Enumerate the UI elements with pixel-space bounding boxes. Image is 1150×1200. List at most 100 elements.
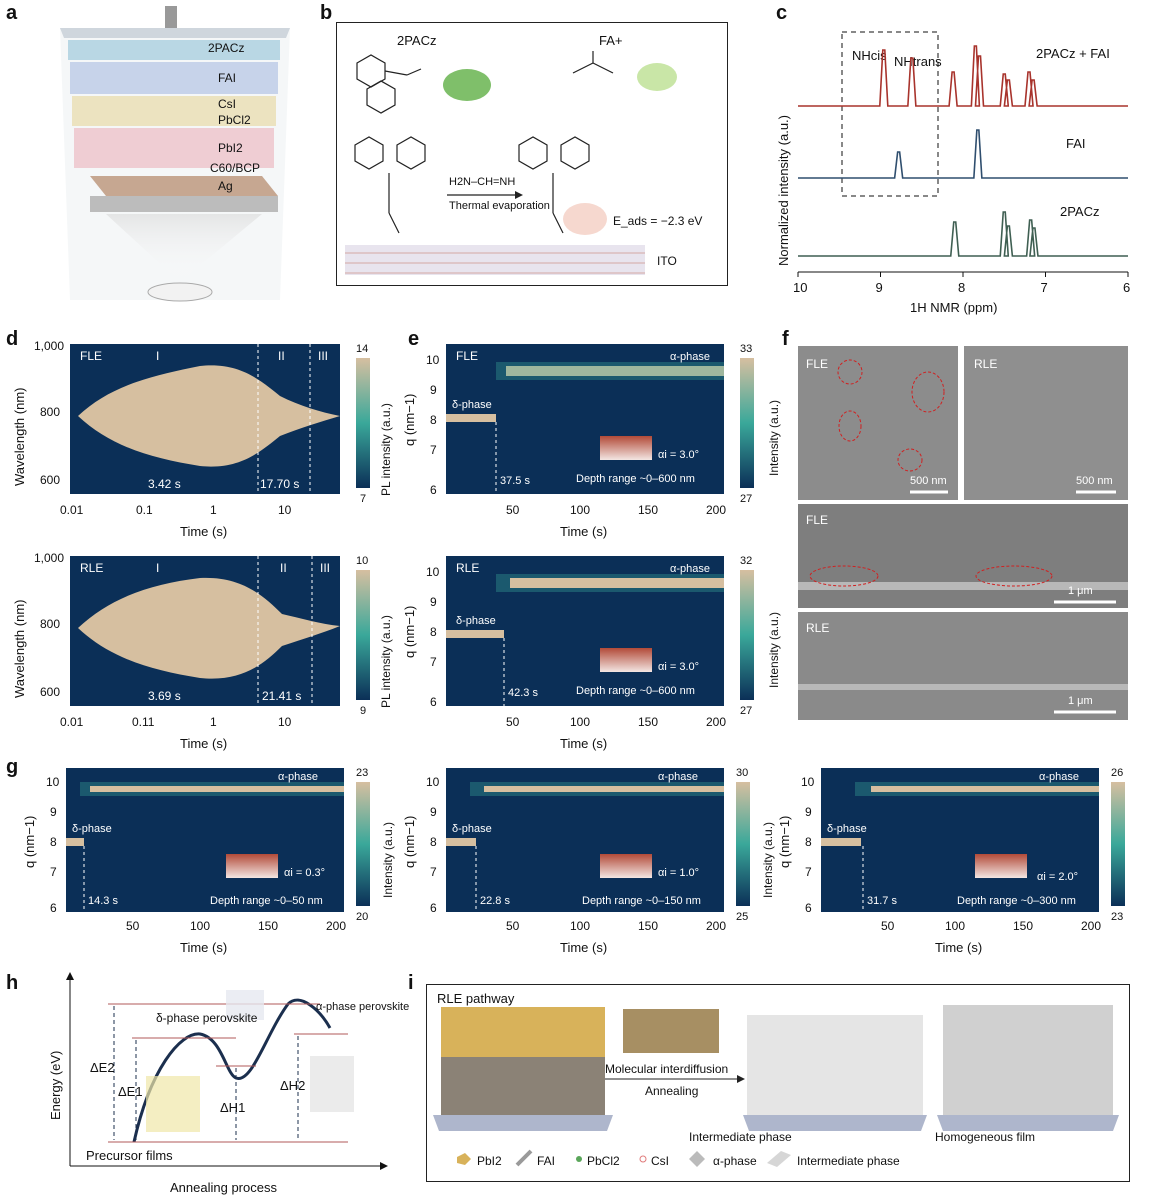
pl-ytick-1000-fle: 1,000 bbox=[34, 339, 64, 353]
panel-label-c: c bbox=[776, 2, 788, 24]
giwaxs-fle-delta-band bbox=[446, 414, 496, 422]
giwaxs-rle-ytick-8: 8 bbox=[430, 625, 437, 639]
g3-ytick-8: 8 bbox=[805, 835, 812, 849]
panel-i-rle-pathway: RLE pathway Molecular interdiffusion Ann… bbox=[426, 984, 1130, 1182]
giwaxs-fle-sample-icon bbox=[600, 436, 652, 460]
giwaxs-rle-xlabel: Time (s) bbox=[560, 736, 607, 751]
g3-xlabel: Time (s) bbox=[935, 940, 982, 955]
giwaxs-rle-ytick-9: 9 bbox=[430, 595, 437, 609]
g3-cbar-min: 23 bbox=[1111, 911, 1123, 923]
pl-time-1-fle: 3.42 s bbox=[148, 477, 181, 491]
energy-xlabel: Annealing process bbox=[170, 1180, 277, 1195]
g3-ylabel: q (nm−1) bbox=[777, 816, 792, 868]
molecule-2pacz-right bbox=[518, 136, 590, 234]
panel-label-h: h bbox=[6, 972, 19, 994]
ito-label: ITO bbox=[657, 254, 677, 268]
legend-intermediate-icon bbox=[767, 1151, 791, 1167]
peak-label-nhcis: NHcis bbox=[852, 48, 887, 63]
homogeneous-substrate bbox=[937, 1115, 1119, 1131]
g1-cbar-max: 23 bbox=[356, 767, 368, 779]
g3-depth: Depth range ~0–300 nm bbox=[957, 895, 1076, 907]
legend-pbcl2-icon bbox=[576, 1156, 582, 1162]
giwaxs-rle-ylabel: q (nm−1) bbox=[402, 606, 417, 658]
giwaxs-rle-ytick-10: 10 bbox=[426, 565, 440, 579]
precursor-film-icon bbox=[146, 1076, 200, 1132]
giwaxs-fle-cbar-min: 27 bbox=[740, 493, 752, 505]
g1-alpha-label: α-phase bbox=[278, 771, 318, 783]
g1-ylabel: q (nm−1) bbox=[22, 816, 37, 868]
giwaxs-rle-depth: Depth range ~0–600 nm bbox=[576, 685, 695, 697]
precursor-label: Precursor films bbox=[86, 1148, 173, 1163]
label-fa-plus: FA+ bbox=[599, 33, 623, 48]
energy-y-arrow bbox=[66, 972, 74, 980]
g3-xtick-50: 50 bbox=[881, 919, 895, 933]
panel-c-nmr: NHcis NHtrans 2PACz + FAI FAI 2PACz 1H N… bbox=[760, 16, 1150, 326]
energy-landscape: δ-phase perovskite α-phase perovskite ΔE… bbox=[48, 972, 409, 1195]
process-label: Thermal evaporation bbox=[449, 200, 550, 212]
g2-cbar-max: 30 bbox=[736, 767, 748, 779]
pl-region-2-rle: II bbox=[280, 561, 287, 575]
layer-label-ag: Ag bbox=[218, 179, 233, 193]
pl-xtick-3-fle: 1 bbox=[210, 503, 217, 517]
g1-delta-band bbox=[66, 838, 84, 846]
chemistry-drawing: 2PACz FA+ H2N–CH=NH Thermal evaporat bbox=[345, 33, 702, 275]
g3-xtick-100: 100 bbox=[945, 919, 965, 933]
giwaxs-rle-time: 42.3 s bbox=[508, 687, 538, 699]
panel-g-giwaxs-0p3: α-phase δ-phase 14.3 s αi = 0.3° Depth r… bbox=[20, 764, 395, 964]
molecule-fa-structure bbox=[572, 51, 614, 74]
g2-angle: αi = 1.0° bbox=[658, 867, 699, 879]
pl-cbar-label-fle: PL intensity (a.u.) bbox=[379, 403, 393, 496]
pl-cbar-max-fle: 14 bbox=[356, 343, 368, 355]
label-dE1: ΔE1 bbox=[118, 1084, 143, 1099]
giwaxs-fle-ytick-10: 10 bbox=[426, 353, 440, 367]
nmr-tick-label: 7 bbox=[1041, 280, 1048, 295]
g1-angle: αi = 0.3° bbox=[284, 867, 325, 879]
g2-delta-label: δ-phase bbox=[452, 823, 492, 835]
g1-xtick-50: 50 bbox=[126, 919, 140, 933]
g1-depth: Depth range ~0–50 nm bbox=[210, 895, 323, 907]
defect-circle-2 bbox=[911, 371, 945, 413]
pl-region-3-rle: III bbox=[320, 561, 330, 575]
energy-ylabel: Energy (eV) bbox=[48, 1051, 63, 1120]
g2-time: 22.8 s bbox=[480, 895, 510, 907]
defect-circle-1 bbox=[837, 359, 863, 385]
legend-csi-icon bbox=[639, 1155, 647, 1163]
g1-alpha-band bbox=[90, 786, 344, 792]
giwaxs-0p3-map: α-phase δ-phase 14.3 s αi = 0.3° Depth r… bbox=[22, 767, 395, 955]
g2-cbar-min: 25 bbox=[736, 911, 748, 923]
legend-fai: FAI bbox=[537, 1154, 555, 1168]
giwaxs-fle-ylabel: q (nm−1) bbox=[402, 394, 417, 446]
giwaxs-fle-alpha-glow bbox=[496, 362, 724, 380]
pl-map-rle: RLE I II III 3.69 s 21.41 s 1,000 800 60… bbox=[12, 551, 393, 751]
scale-label-3: 1 μm bbox=[1068, 585, 1093, 597]
panel-e-giwaxs-rle: RLE α-phase δ-phase 42.3 s αi = 3.0° Dep… bbox=[400, 548, 785, 758]
pl-map-fle: FLE I II III 3.42 s 17.70 s 1,000 800 60… bbox=[12, 339, 393, 539]
g2-xtick-200: 200 bbox=[706, 919, 726, 933]
nmr-tick-label: 9 bbox=[876, 280, 883, 295]
giwaxs-rle-xtick-50: 50 bbox=[506, 715, 520, 729]
panel-d-pl-map-fle: FLE I II III 3.42 s 17.70 s 1,000 800 60… bbox=[0, 336, 400, 546]
pl-ytick-1000-rle: 1,000 bbox=[34, 551, 64, 565]
panel-label-g: g bbox=[6, 756, 19, 778]
ito-lattice bbox=[345, 245, 645, 275]
intermediate-substrate bbox=[743, 1115, 927, 1131]
sem-images: FLE RLE 500 nm 500 nm FLE 1 μm RLE 1 μm bbox=[798, 346, 1128, 720]
pathway-arrowhead bbox=[737, 1075, 745, 1083]
binding-highlight bbox=[563, 203, 607, 235]
nmr-tick-label: 10 bbox=[793, 280, 807, 295]
pl-colorbar-rle bbox=[356, 570, 370, 700]
trace-label-2pacz: 2PACz bbox=[1060, 204, 1100, 219]
panel-b-chemistry: 2PACz FA+ H2N–CH=NH Thermal evaporat bbox=[336, 22, 728, 286]
pl-ytick-800-rle: 800 bbox=[40, 617, 60, 631]
panel-label-f: f bbox=[782, 328, 789, 350]
g1-ytick-10: 10 bbox=[46, 775, 60, 789]
giwaxs-fle-delta-label: δ-phase bbox=[452, 399, 492, 411]
panel-label-e: e bbox=[408, 328, 420, 350]
layer-fai bbox=[70, 62, 278, 94]
g1-xlabel: Time (s) bbox=[180, 940, 227, 955]
molecule-2pacz-structure bbox=[356, 54, 422, 114]
giwaxs-rle-cbar-max: 32 bbox=[740, 555, 752, 567]
g3-ytick-9: 9 bbox=[805, 805, 812, 819]
stack-substrate bbox=[433, 1115, 613, 1131]
molecule-2pacz-left bbox=[354, 136, 426, 234]
